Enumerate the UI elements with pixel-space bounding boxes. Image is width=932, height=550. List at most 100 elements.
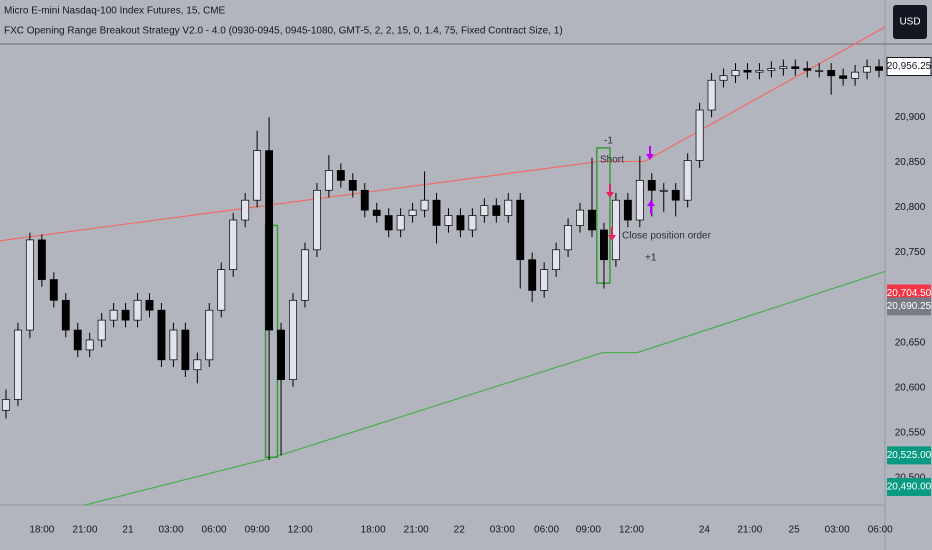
candle-body — [121, 309, 130, 321]
candle-body — [755, 69, 764, 73]
y-tick-label: 20,750 — [895, 247, 926, 258]
candle-body — [611, 199, 620, 261]
candle-body — [576, 209, 584, 226]
annotation: -1 — [604, 136, 613, 147]
candle-body — [277, 329, 285, 381]
x-tick-label: 21:00 — [72, 525, 97, 536]
candle-body — [516, 199, 525, 261]
x-tick-label: 09:00 — [245, 525, 270, 536]
candle-body — [875, 66, 883, 71]
y-tick-label: 20,800 — [895, 202, 926, 213]
candle-body — [659, 189, 668, 192]
candle-body — [348, 180, 357, 191]
x-tick-label: 18:00 — [29, 525, 54, 536]
candle-body — [37, 239, 46, 280]
candle-body — [767, 68, 776, 71]
candle-body — [671, 189, 680, 201]
candle-body — [193, 359, 202, 371]
price-badge — [886, 57, 932, 77]
candle-body — [743, 69, 752, 73]
candle-body — [145, 299, 154, 311]
y-tick-label: 20,650 — [895, 337, 926, 348]
x-tick-label: 09:00 — [576, 525, 601, 536]
candle-body — [253, 150, 262, 201]
candle-body — [647, 180, 656, 191]
x-tick-label: 06:00 — [202, 525, 227, 536]
trade-arrow — [608, 227, 616, 241]
candle-body — [552, 249, 561, 270]
y-tick-label: 20,900 — [895, 112, 926, 123]
candle-body — [707, 79, 716, 111]
candle-body — [863, 66, 871, 73]
x-tick-label: 03:00 — [490, 525, 515, 536]
candle-body — [468, 215, 477, 231]
candle-body — [396, 215, 405, 231]
candle-body — [229, 219, 238, 270]
x-tick-label: 06:00 — [868, 525, 893, 536]
candle-body — [564, 225, 573, 251]
candle-body — [360, 189, 369, 211]
x-tick-label: 06:00 — [534, 525, 559, 536]
x-tick-label: 03:00 — [159, 525, 184, 536]
candle-body — [14, 329, 22, 400]
candle-body — [217, 269, 226, 311]
candle-body — [73, 329, 82, 351]
x-tick-label: 25 — [789, 525, 801, 536]
trade-arrow — [646, 146, 654, 160]
candle-body — [779, 66, 788, 69]
x-tick-label: 18:00 — [361, 525, 386, 536]
x-tick-label: 22 — [454, 525, 466, 536]
candle-body — [851, 71, 860, 79]
candle-body — [827, 69, 836, 77]
x-tick-label: 12:00 — [288, 525, 313, 536]
candle-body — [408, 209, 417, 216]
candle-body — [241, 199, 250, 221]
range-box — [596, 147, 611, 284]
currency-button[interactable] — [893, 5, 927, 39]
symbol-title: Micro E-mini Nasdaq-100 Index Futures, 1… — [4, 6, 226, 17]
candle-body — [289, 299, 297, 381]
candle-body — [588, 209, 596, 231]
price-badge-label: 20,690.25 — [887, 301, 932, 312]
candle-body — [336, 170, 345, 181]
candle-body — [480, 205, 489, 216]
strategy-legend: FXC Opening Range Breakout Strategy V2.0… — [4, 26, 563, 37]
x-tick-label: 21:00 — [737, 525, 762, 536]
price-badge — [887, 446, 931, 465]
candle-body — [803, 68, 812, 71]
candle-body — [312, 189, 321, 251]
candle-body — [169, 329, 178, 361]
annotation: Close position order — [622, 231, 712, 242]
candle-body — [839, 75, 848, 79]
trend-line — [84, 270, 886, 506]
trade-arrow — [647, 200, 655, 214]
y-tick-label: 20,600 — [895, 382, 926, 393]
candle-body — [719, 75, 728, 81]
candle-body — [301, 249, 309, 301]
y-tick-label: 20,850 — [895, 157, 926, 168]
candle-body — [815, 69, 824, 72]
candle-body — [25, 239, 34, 331]
x-tick-label: 12:00 — [619, 525, 644, 536]
candle-body — [504, 199, 513, 216]
plot — [0, 26, 886, 506]
x-tick-label: 24 — [699, 525, 711, 536]
annotation: Short — [600, 155, 624, 166]
y-tick-label: 20,550 — [895, 427, 926, 438]
annotation: +1 — [645, 253, 657, 264]
price-badge — [887, 477, 931, 496]
candle-body — [205, 309, 214, 361]
candle-body — [791, 66, 800, 69]
price-badge-label: 20,956.25 — [887, 61, 932, 72]
candle-body — [133, 299, 142, 321]
currency-label[interactable]: USD — [899, 17, 920, 28]
x-tick-label: 21 — [122, 525, 134, 536]
candle-body — [265, 150, 274, 331]
candle-body — [456, 215, 465, 231]
candle-body — [181, 329, 190, 371]
candle-body — [157, 309, 166, 361]
candle-body — [372, 209, 381, 216]
price-badge-label: 20,704.50 — [887, 288, 932, 299]
